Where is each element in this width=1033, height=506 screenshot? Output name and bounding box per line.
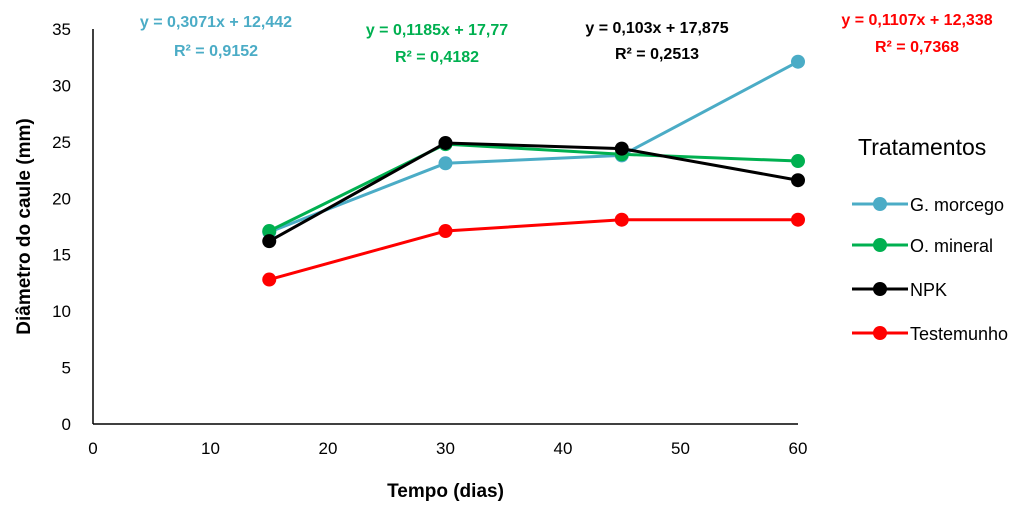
legend-marker [873,326,887,340]
data-point [438,156,453,171]
legend-item: Testemunho [852,324,1008,344]
data-point [791,212,805,227]
series-testemunho [262,212,805,287]
trendline-equation: y = 0,1185x + 17,77 [366,22,508,39]
legend-marker [873,197,887,211]
trendline-r2: R² = 0,9152 [174,43,258,60]
y-axis-title: Diâmetro do caule (mm) [14,118,35,334]
x-tick-label: 30 [436,439,455,458]
y-tick-label: 0 [62,415,71,434]
series-line [268,141,799,243]
x-tick-label: 10 [201,439,220,458]
series-o-mineral [262,137,805,239]
legend-title: Tratamentos [858,134,986,160]
y-tick-label: 10 [52,302,71,321]
series-line [268,60,799,234]
y-tick-label: 35 [52,20,71,39]
legend-item: O. mineral [852,236,993,256]
legend-label: Testemunho [910,324,1008,344]
x-tick-label: 40 [554,439,573,458]
trendline-equation: y = 0,3071x + 12,442 [140,14,292,31]
series-lines [262,54,805,287]
plot-area: 0 5 10 15 20 25 30 35 0 10 20 30 40 50 60 [52,20,807,458]
data-point [791,173,805,188]
legend: Tratamentos G. morcego O. mineral NPK Teste… [852,134,1008,344]
data-point [262,224,277,239]
trendline-r2: R² = 0,4182 [395,49,479,66]
x-tick-label: 20 [319,439,338,458]
x-tick-label: 60 [789,439,808,458]
series-line [268,142,799,233]
data-point [262,234,277,249]
trendline-equation: y = 0,103x + 17,875 [585,20,728,37]
legend-label: G. morcego [910,195,1004,215]
trendline-equation: y = 0,1107x + 12,338 [841,12,992,29]
y-tick-labels: 0 5 10 15 20 25 30 35 [52,20,71,434]
x-tick-label: 0 [88,439,97,458]
series-npk [262,135,805,249]
data-point [791,154,805,169]
y-tick-label: 5 [62,359,71,378]
data-point [614,212,629,227]
series-line [268,218,798,281]
y-tick-label: 25 [52,133,71,152]
legend-label: NPK [910,280,947,300]
legend-marker [873,282,887,296]
trendline-r2: R² = 0,2513 [615,46,699,63]
data-point [438,224,453,239]
legend-marker [873,238,887,252]
x-tick-label: 50 [671,439,690,458]
data-point [791,54,805,69]
y-tick-label: 20 [52,189,71,208]
trendline-r2: R² = 0,7368 [875,39,959,56]
data-point [614,141,629,156]
trendline-equations: y = 0,3071x + 12,442 R² = 0,9152 y = 0,118… [140,12,993,66]
data-point [262,272,277,287]
x-axis-title: Tempo (dias) [387,481,504,502]
y-tick-label: 15 [52,246,71,265]
legend-label: O. mineral [910,236,993,256]
legend-item: G. morcego [852,195,1004,215]
legend-item: NPK [852,280,947,300]
y-tick-label: 30 [52,76,71,95]
data-point [438,135,453,150]
x-tick-labels: 0 10 20 30 40 50 60 [88,439,807,458]
